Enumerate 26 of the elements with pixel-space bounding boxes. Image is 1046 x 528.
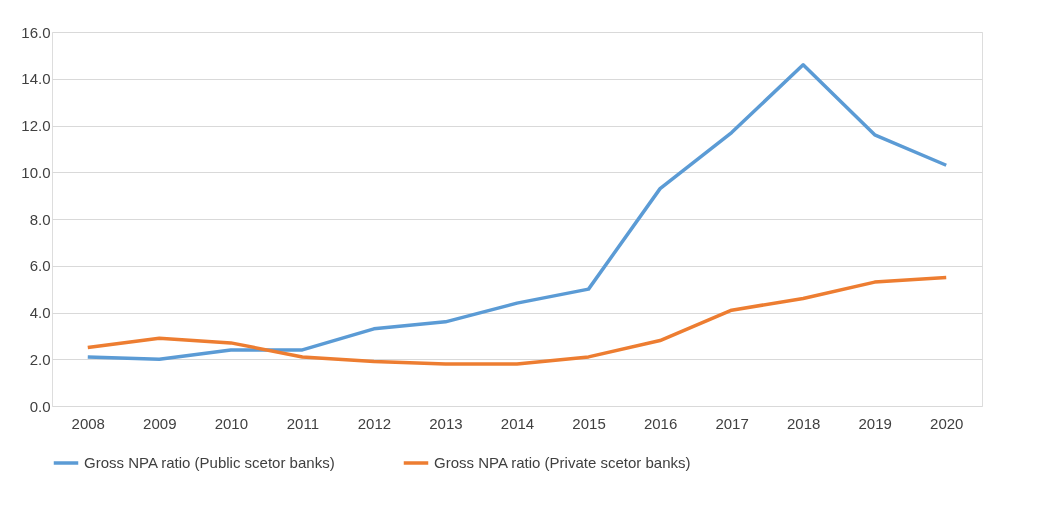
x-tick-label: 2016 (643, 414, 678, 432)
y-tick-label: 8.0 (29, 210, 51, 228)
y-tick-label: 2.0 (29, 350, 51, 368)
x-tick-label: 2012 (357, 414, 392, 432)
y-tick-label: 12.0 (21, 117, 51, 134)
x-tick-label: 2019 (858, 414, 892, 432)
y-tick-label: 0.0 (29, 397, 51, 415)
x-tick-label: 2011 (286, 414, 320, 432)
x-tick-label: 2009 (143, 414, 177, 432)
x-tick-label: 2020 (930, 414, 964, 432)
x-tick-label: 2014 (500, 414, 535, 432)
x-tick-label: 2008 (71, 414, 105, 432)
y-tick-label: 16.0 (21, 23, 51, 41)
x-tick-label: 2017 (715, 414, 749, 432)
x-tick-label: 2013 (429, 414, 463, 432)
x-tick-label: 2018 (786, 414, 821, 432)
line-series (86, 275, 948, 366)
legend-label: Gross NPA ratio (Private scetor banks) (434, 454, 691, 471)
legend-label: Gross NPA ratio (Public scetor banks) (84, 454, 335, 471)
x-tick-label: 2015 (572, 414, 606, 432)
y-tick-label: 4.0 (29, 304, 51, 321)
y-tick-label: 10.0 (21, 163, 51, 181)
line-series (86, 62, 948, 361)
x-tick-label: 2010 (214, 414, 249, 432)
y-tick-label: 6.0 (29, 257, 51, 275)
y-tick-label: 14.0 (21, 70, 51, 88)
